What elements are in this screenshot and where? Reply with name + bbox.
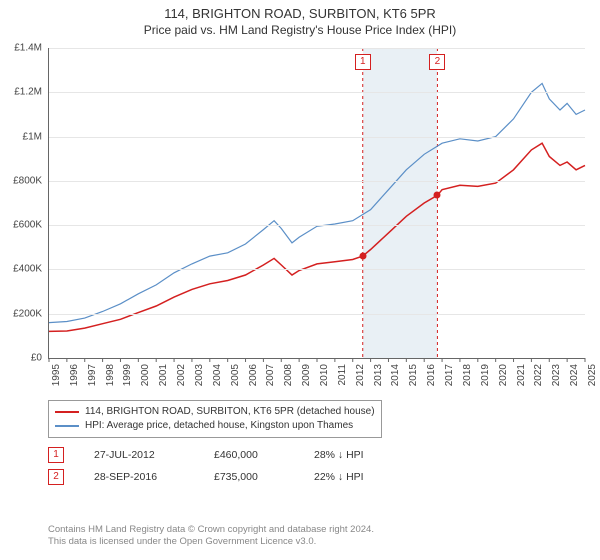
chart-lines <box>49 48 585 358</box>
y-axis-labels: £0£200K£400K£600K£800K£1M£1.2M£1.4M <box>0 48 44 358</box>
sales-row-price: £460,000 <box>214 449 314 461</box>
y-tick-label: £400K <box>0 264 42 275</box>
y-tick-label: £1.2M <box>0 87 42 98</box>
sale-marker-box: 1 <box>355 54 371 70</box>
chart-subtitle: Price paid vs. HM Land Registry's House … <box>0 21 600 37</box>
attribution-line-2: This data is licensed under the Open Gov… <box>48 536 374 548</box>
gridline-h <box>49 225 585 226</box>
x-tick-label: 2020 <box>498 364 509 386</box>
x-tick-label: 2002 <box>176 364 187 386</box>
x-tick-label: 2012 <box>355 364 366 386</box>
y-tick-label: £1M <box>0 131 42 142</box>
x-tick-label: 2008 <box>283 364 294 386</box>
x-tick-label: 2001 <box>158 364 169 386</box>
x-tick-label: 2016 <box>426 364 437 386</box>
legend-label: HPI: Average price, detached house, King… <box>85 419 353 433</box>
y-tick-label: £1.4M <box>0 43 42 54</box>
x-tick-label: 2007 <box>265 364 276 386</box>
x-tick-label: 2025 <box>587 364 598 386</box>
x-tick-label: 2000 <box>140 364 151 386</box>
x-tick-label: 2022 <box>533 364 544 386</box>
x-tick-label: 2023 <box>551 364 562 386</box>
y-tick-label: £600K <box>0 220 42 231</box>
gridline-h <box>49 137 585 138</box>
legend-row: 114, BRIGHTON ROAD, SURBITON, KT6 5PR (d… <box>55 405 375 419</box>
sales-row-marker: 2 <box>48 469 64 485</box>
sales-row: 2 28-SEP-2016£735,00022% ↓ HPI <box>48 466 414 488</box>
x-tick-label: 1997 <box>87 364 98 386</box>
legend-label: 114, BRIGHTON ROAD, SURBITON, KT6 5PR (d… <box>85 405 375 419</box>
x-tick-label: 2019 <box>480 364 491 386</box>
sales-row: 1 27-JUL-2012£460,00028% ↓ HPI <box>48 444 414 466</box>
x-tick-label: 1996 <box>69 364 80 386</box>
x-tick-label: 2003 <box>194 364 205 386</box>
sales-row-comparison: 22% ↓ HPI <box>314 471 414 483</box>
sales-row-comparison: 28% ↓ HPI <box>314 449 414 461</box>
x-tick-label: 2021 <box>516 364 527 386</box>
x-tick-label: 1998 <box>105 364 116 386</box>
gridline-h <box>49 48 585 49</box>
attribution-line-1: Contains HM Land Registry data © Crown c… <box>48 524 374 536</box>
x-tick-label: 2018 <box>462 364 473 386</box>
chart-title: 114, BRIGHTON ROAD, SURBITON, KT6 5PR <box>0 0 600 21</box>
x-axis-labels: 1995 1996 1997 1998 1999 2000 2001 2002 2003 2004… <box>48 360 584 396</box>
sale-marker-box: 2 <box>429 54 445 70</box>
x-tick-label: 2013 <box>373 364 384 386</box>
x-tick-label: 2024 <box>569 364 580 386</box>
chart-legend: 114, BRIGHTON ROAD, SURBITON, KT6 5PR (d… <box>48 400 382 438</box>
gridline-h <box>49 314 585 315</box>
x-tick-label: 2014 <box>390 364 401 386</box>
legend-swatch <box>55 425 79 427</box>
attribution-text: Contains HM Land Registry data © Crown c… <box>48 524 374 548</box>
gridline-h <box>49 181 585 182</box>
sale-datapoint <box>359 253 366 260</box>
x-tick-label: 1999 <box>122 364 133 386</box>
sales-row-price: £735,000 <box>214 471 314 483</box>
x-tick-label: 1995 <box>51 364 62 386</box>
x-tick-label: 2009 <box>301 364 312 386</box>
legend-swatch <box>55 411 79 413</box>
x-tick-label: 2017 <box>444 364 455 386</box>
sales-row-marker: 1 <box>48 447 64 463</box>
sales-row-date: 27-JUL-2012 <box>94 449 214 461</box>
sales-row-date: 28-SEP-2016 <box>94 471 214 483</box>
x-tick-label: 2015 <box>408 364 419 386</box>
x-tick-label: 2006 <box>248 364 259 386</box>
x-tick-label: 2011 <box>337 364 348 386</box>
series-hpi <box>49 83 585 322</box>
y-tick-label: £200K <box>0 308 42 319</box>
x-tick-label: 2005 <box>230 364 241 386</box>
series-price_paid <box>49 143 585 331</box>
gridline-h <box>49 92 585 93</box>
y-tick-label: £800K <box>0 175 42 186</box>
gridline-h <box>49 269 585 270</box>
sales-table: 1 27-JUL-2012£460,00028% ↓ HPI 2 28-SEP-201… <box>48 444 414 488</box>
x-tick-label: 2004 <box>212 364 223 386</box>
plot-area: 12 <box>48 48 585 359</box>
x-tick-label: 2010 <box>319 364 330 386</box>
legend-row: HPI: Average price, detached house, King… <box>55 419 375 433</box>
sale-datapoint <box>434 192 441 199</box>
y-tick-label: £0 <box>0 353 42 364</box>
